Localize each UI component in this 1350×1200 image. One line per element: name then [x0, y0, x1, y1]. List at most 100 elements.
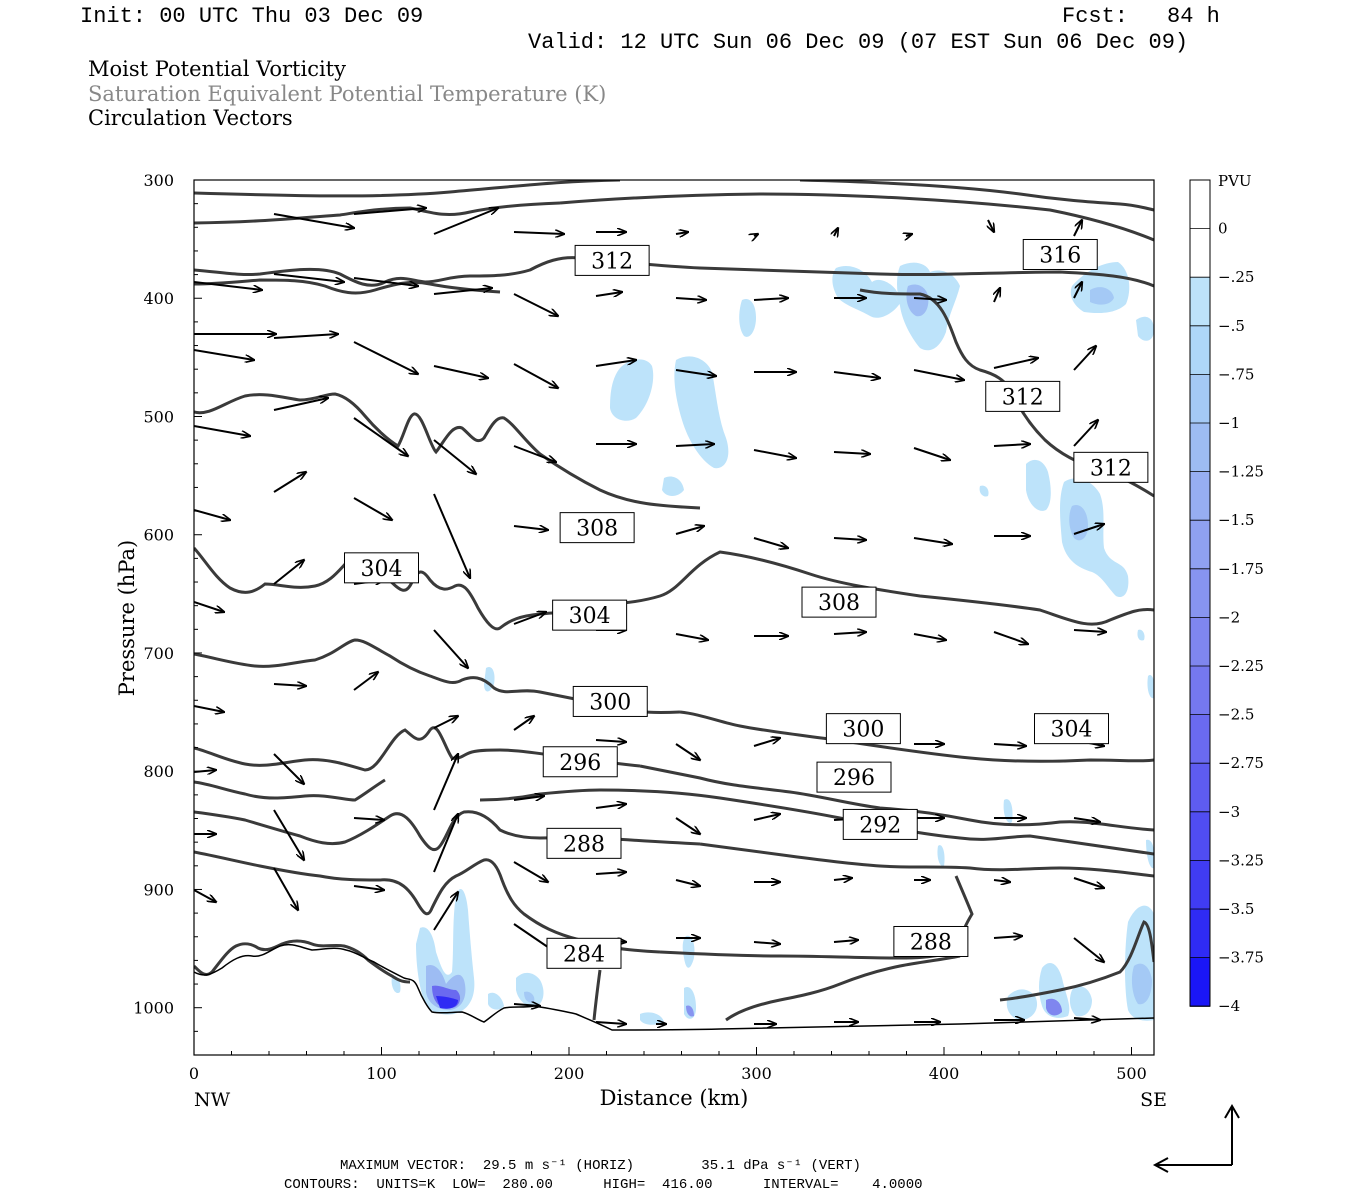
contour-label: 312	[985, 380, 1061, 412]
svg-text:284: 284	[563, 942, 605, 967]
wind-vector	[675, 817, 700, 834]
wind-vector	[353, 672, 378, 691]
theta-es-contours	[194, 180, 1154, 1022]
forecast-label: Fcst:	[1062, 4, 1129, 29]
x-tick-label: 0	[189, 1064, 199, 1083]
wind-vector	[675, 444, 714, 446]
colorbar-swatch	[1190, 763, 1210, 813]
wind-vector	[194, 425, 250, 436]
colorbar-swatch	[1190, 423, 1210, 473]
colorbar-label: 0	[1218, 220, 1228, 238]
svg-text:316: 316	[1039, 243, 1081, 268]
wind-vector	[353, 497, 392, 520]
svg-text:300: 300	[842, 718, 884, 743]
wind-vector	[273, 684, 306, 686]
wind-vector	[513, 232, 564, 234]
colorbar-swatch	[1190, 811, 1210, 861]
wind-vector	[1073, 524, 1104, 535]
wind-vector	[273, 753, 304, 784]
svg-text:292: 292	[859, 813, 901, 838]
wind-vector	[595, 1022, 626, 1024]
colorbar-label: −1.75	[1218, 560, 1264, 578]
svg-text:296: 296	[559, 751, 601, 776]
colorbar-swatch	[1190, 374, 1210, 424]
wind-vector	[1073, 282, 1082, 299]
colorbar-swatch	[1190, 471, 1210, 521]
wind-vector	[753, 449, 796, 458]
y-tick-label: 500	[143, 407, 174, 426]
colorbar-swatch	[1190, 909, 1210, 959]
colorbar-swatch	[1190, 180, 1210, 230]
wind-vector	[273, 334, 338, 339]
x-tick-label: 500	[1116, 1064, 1147, 1083]
colorbar-label: −3.25	[1218, 851, 1264, 869]
wind-vector	[353, 341, 418, 374]
wind-vector	[513, 293, 558, 316]
wind-vector	[675, 633, 708, 640]
wind-vector	[1073, 877, 1104, 888]
wind-vector	[1073, 346, 1096, 371]
colorbar-label: −3	[1218, 803, 1240, 821]
colorbar-swatch	[1190, 666, 1210, 716]
wind-vector	[194, 349, 254, 360]
contour-label: 300	[572, 685, 648, 717]
contour-label: 296	[542, 746, 618, 778]
wind-vector	[595, 740, 626, 742]
wind-vector	[833, 632, 866, 634]
y-tick-label: 900	[143, 880, 174, 899]
wind-vector	[433, 716, 458, 729]
wind-vector	[273, 809, 304, 860]
wind-vector	[433, 892, 458, 931]
field-title-thetaes: Saturation Equivalent Potential Temperat…	[88, 82, 607, 106]
colorbar-label: −2.75	[1218, 754, 1264, 772]
wind-vector	[194, 889, 216, 902]
wind-vector	[433, 629, 468, 668]
colorbar-label: −.25	[1218, 268, 1254, 286]
wind-vector	[433, 754, 458, 811]
colorbar-label: −.75	[1218, 365, 1254, 383]
svg-text:312: 312	[591, 249, 633, 274]
colorbar-swatch	[1190, 957, 1210, 1007]
contour-label: 284	[546, 937, 622, 969]
wind-vector	[913, 537, 952, 544]
wind-vector	[993, 444, 1030, 446]
wind-vector	[675, 298, 706, 300]
svg-text:304: 304	[1051, 718, 1093, 743]
colorbar-swatch	[1190, 617, 1210, 667]
wind-vector	[993, 744, 1026, 746]
contour-label: 296	[816, 761, 892, 793]
wind-vector	[913, 633, 946, 640]
contour-label: 300	[825, 713, 901, 745]
contour-label: 304	[552, 599, 628, 631]
y-tick-label: 800	[143, 762, 174, 781]
wind-vector	[753, 942, 780, 944]
wind-vector	[513, 796, 544, 800]
contour-label: 304	[344, 552, 419, 584]
wind-vector	[353, 818, 384, 820]
colorbar-label: −2.25	[1218, 657, 1264, 675]
colorbar-label: −3.5	[1218, 900, 1254, 918]
y-tick-label: 300	[143, 171, 174, 190]
wind-vector	[513, 526, 548, 530]
y-tick-label: 700	[143, 644, 174, 663]
wind-vector	[675, 232, 688, 234]
wind-vector	[595, 292, 622, 296]
wind-vector	[753, 814, 780, 821]
pv-shading	[391, 262, 1154, 1025]
wind-vector	[273, 472, 306, 493]
wind-vector	[513, 445, 556, 462]
colorbar-swatch	[1190, 860, 1210, 910]
wind-vector	[353, 886, 384, 890]
wind-vector	[433, 439, 476, 474]
wind-vector	[834, 228, 838, 236]
x-axis-label: Distance (km)	[600, 1086, 749, 1110]
y-axis-label: Pressure (hPa)	[115, 540, 139, 696]
svg-text:312: 312	[1002, 385, 1044, 410]
svg-text:300: 300	[589, 690, 631, 715]
wind-vector	[433, 208, 498, 235]
wind-vector	[993, 936, 1022, 938]
wind-vector	[273, 213, 354, 228]
colorbar-label: −1.25	[1218, 463, 1264, 481]
wind-vector	[1073, 630, 1106, 632]
